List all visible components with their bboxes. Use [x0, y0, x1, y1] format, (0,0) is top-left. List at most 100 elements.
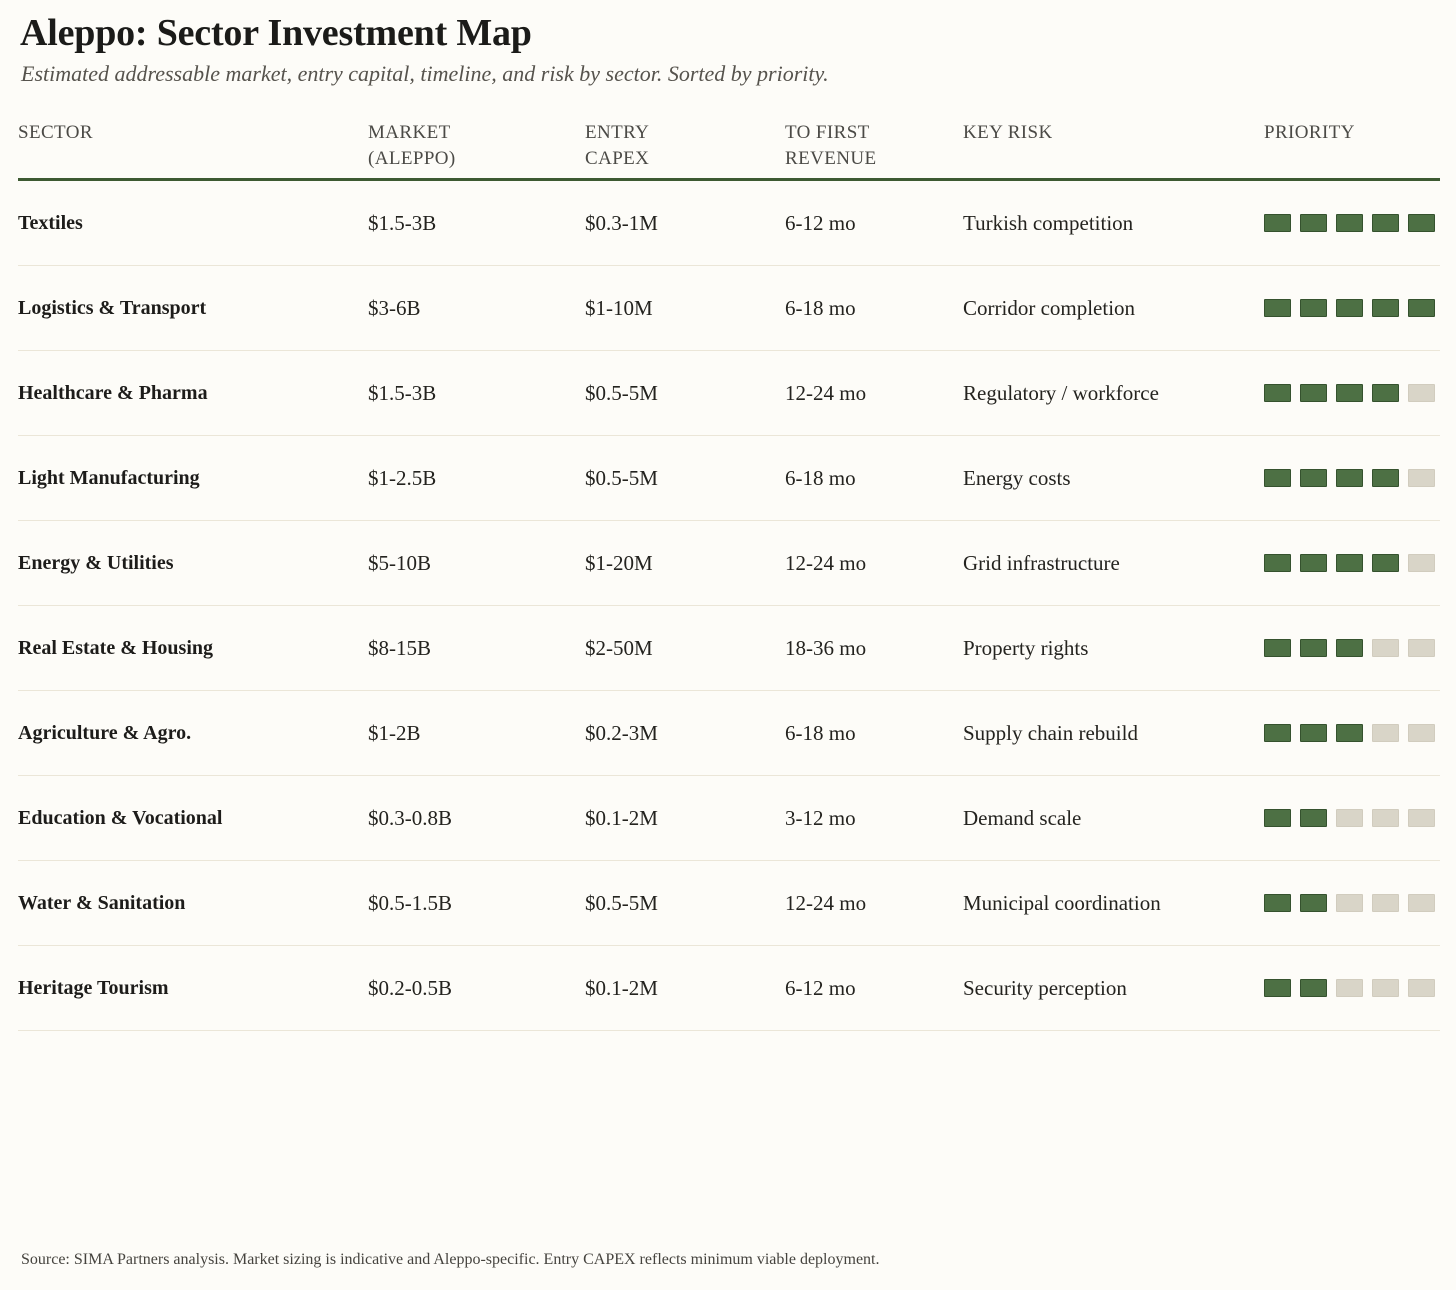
entry-capex-cell: $0.1-2M [585, 975, 658, 1000]
sector-cell: Heritage Tourism [18, 976, 169, 999]
priority-square [1336, 299, 1363, 318]
priority-square [1300, 384, 1327, 403]
entry-capex-cell: $0.2-3M [585, 720, 658, 745]
priority-square [1264, 469, 1291, 488]
priority-square [1372, 469, 1399, 488]
priority-square [1264, 809, 1291, 828]
priority-square [1336, 894, 1363, 913]
table-header-row: SECTOR MARKET (ALEPPO) ENTRY CAPEX TO FI… [18, 120, 1440, 182]
entry-capex-cell: $1-10M [585, 295, 653, 320]
priority-square [1300, 894, 1327, 913]
priority-square [1372, 639, 1399, 658]
column-header-to-first-revenue: TO FIRST REVENUE [785, 122, 877, 169]
priority-square [1336, 809, 1363, 828]
entry-capex-cell: $0.5-5M [585, 465, 658, 490]
table-row: Logistics & Transport $3-6B $1-10M 6-18 … [18, 266, 1440, 352]
table-row: Water & Sanitation $0.5-1.5B $0.5-5M 12-… [18, 861, 1440, 947]
to-first-revenue-cell: 12-24 mo [785, 890, 867, 915]
priority-square [1264, 384, 1291, 403]
column-header-entry-capex: ENTRY CAPEX [585, 122, 650, 169]
priority-square [1336, 724, 1363, 743]
market-cell: $8-15B [368, 635, 431, 660]
to-first-revenue-cell: 6-18 mo [785, 465, 856, 490]
priority-square [1300, 214, 1327, 233]
key-risk-cell: Demand scale [963, 805, 1082, 830]
priority-square [1264, 639, 1291, 658]
priority-square [1408, 724, 1435, 743]
priority-square [1372, 724, 1399, 743]
sector-cell: Energy & Utilities [18, 551, 174, 574]
sector-cell: Agriculture & Agro. [18, 721, 192, 744]
key-risk-cell: Corridor completion [963, 295, 1136, 320]
market-cell: $0.5-1.5B [368, 890, 452, 915]
priority-square [1372, 384, 1399, 403]
priority-square [1408, 384, 1435, 403]
priority-square [1408, 809, 1435, 828]
priority-square [1264, 724, 1291, 743]
priority-cell [1264, 979, 1440, 998]
priority-square [1336, 214, 1363, 233]
sector-cell: Light Manufacturing [18, 466, 200, 489]
priority-cell [1264, 384, 1440, 403]
priority-cell [1264, 724, 1440, 743]
entry-capex-cell: $0.5-5M [585, 380, 658, 405]
priority-square [1264, 214, 1291, 233]
sector-cell: Textiles [18, 211, 83, 234]
column-header-key-risk: KEY RISK [963, 122, 1053, 143]
market-cell: $5-10B [368, 550, 431, 575]
priority-square [1264, 894, 1291, 913]
priority-square [1336, 979, 1363, 998]
priority-cell [1264, 809, 1440, 828]
priority-square [1336, 554, 1363, 573]
table-row: Textiles $1.5-3B $0.3-1M 6-12 mo Turkish… [18, 181, 1440, 267]
priority-square [1300, 979, 1327, 998]
priority-square [1408, 554, 1435, 573]
key-risk-cell: Property rights [963, 635, 1089, 660]
key-risk-cell: Security perception [963, 975, 1127, 1000]
key-risk-cell: Municipal coordination [963, 890, 1161, 915]
table-row: Education & Vocational $0.3-0.8B $0.1-2M… [18, 776, 1440, 862]
priority-square [1372, 979, 1399, 998]
sector-cell: Education & Vocational [18, 806, 223, 829]
to-first-revenue-cell: 12-24 mo [785, 380, 867, 405]
sector-cell: Real Estate & Housing [18, 636, 213, 659]
sector-cell: Logistics & Transport [18, 296, 207, 319]
table-row: Real Estate & Housing $8-15B $2-50M 18-3… [18, 606, 1440, 692]
to-first-revenue-cell: 6-12 mo [785, 975, 856, 1000]
to-first-revenue-cell: 6-18 mo [785, 295, 856, 320]
priority-square [1300, 299, 1327, 318]
priority-cell [1264, 554, 1440, 573]
page-subtitle: Estimated addressable market, entry capi… [21, 61, 829, 86]
to-first-revenue-cell: 12-24 mo [785, 550, 867, 575]
market-cell: $0.3-0.8B [368, 805, 452, 830]
priority-square [1408, 639, 1435, 658]
priority-square [1264, 299, 1291, 318]
priority-square [1372, 554, 1399, 573]
priority-square [1300, 809, 1327, 828]
entry-capex-cell: $2-50M [585, 635, 653, 660]
market-cell: $0.2-0.5B [368, 975, 452, 1000]
market-cell: $3-6B [368, 295, 421, 320]
priority-cell [1264, 469, 1440, 488]
page-title: Aleppo: Sector Investment Map [20, 12, 532, 54]
sector-cell: Water & Sanitation [18, 891, 186, 914]
table-row: Healthcare & Pharma $1.5-3B $0.5-5M 12-2… [18, 351, 1440, 437]
priority-square [1408, 299, 1435, 318]
entry-capex-cell: $0.1-2M [585, 805, 658, 830]
key-risk-cell: Turkish competition [963, 210, 1134, 235]
table-row: Light Manufacturing $1-2.5B $0.5-5M 6-18… [18, 436, 1440, 522]
table-row: Agriculture & Agro. $1-2B $0.2-3M 6-18 m… [18, 691, 1440, 777]
key-risk-cell: Energy costs [963, 465, 1071, 490]
priority-square [1408, 214, 1435, 233]
source-note: Source: SIMA Partners analysis. Market s… [21, 1251, 880, 1268]
priority-square [1372, 894, 1399, 913]
priority-square [1408, 979, 1435, 998]
to-first-revenue-cell: 3-12 mo [785, 805, 856, 830]
sector-cell: Healthcare & Pharma [18, 381, 208, 404]
key-risk-cell: Grid infrastructure [963, 550, 1120, 575]
priority-square [1300, 639, 1327, 658]
market-cell: $1.5-3B [368, 380, 437, 405]
column-header-sector: SECTOR [18, 122, 93, 143]
priority-cell [1264, 639, 1440, 658]
table-row: Energy & Utilities $5-10B $1-20M 12-24 m… [18, 521, 1440, 607]
